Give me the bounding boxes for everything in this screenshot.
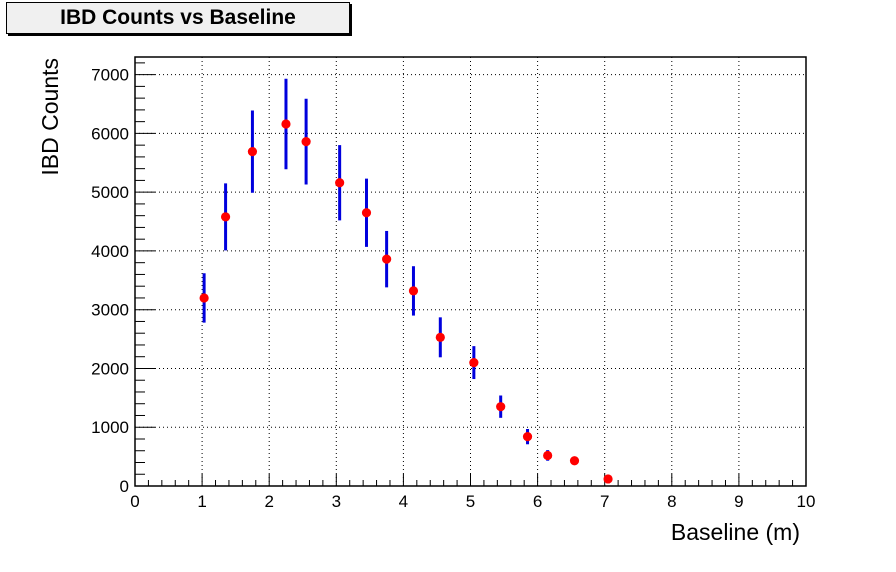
x-tick-label: 0 — [130, 492, 139, 511]
data-point — [408, 286, 419, 296]
x-tick-label: 7 — [600, 492, 609, 511]
y-axis-title: IBD Counts — [37, 58, 63, 176]
x-tick-label: 1 — [197, 492, 206, 511]
data-point — [569, 456, 580, 466]
y-tick-label: 3000 — [91, 301, 129, 320]
y-tick-label: 2000 — [91, 359, 129, 378]
ticks-layer: 0 1 2 3 4 5 6 7 8 9 10 0 1000 2000 3000 4000 5000 6000 700… — [91, 62, 816, 511]
data-point — [335, 178, 345, 188]
x-tick-label: 10 — [797, 492, 816, 511]
x-axis-title: Baseline (m) — [671, 519, 800, 545]
data-point — [361, 208, 372, 218]
y-tick-label: 4000 — [91, 242, 129, 261]
y-tick-label: 1000 — [91, 418, 129, 437]
x-tick-label: 3 — [332, 492, 341, 511]
data-point — [247, 147, 258, 157]
x-tick-label: 8 — [667, 492, 676, 511]
x-tick-label: 6 — [533, 492, 542, 511]
data-point — [281, 119, 291, 129]
data-layer — [199, 78, 613, 484]
x-tick-label: 2 — [264, 492, 273, 511]
data-point — [382, 254, 392, 264]
grid-layer — [135, 57, 806, 486]
x-tick-label: 9 — [734, 492, 743, 511]
data-point — [469, 357, 479, 368]
data-point — [220, 212, 231, 222]
data-point — [199, 293, 209, 303]
chart-title-box: IBD Counts vs Baseline — [6, 2, 350, 34]
data-point — [301, 137, 311, 147]
y-tick-label: 7000 — [91, 66, 129, 85]
data-point — [522, 432, 533, 442]
x-tick-label: 5 — [466, 492, 475, 511]
data-point — [543, 450, 553, 461]
y-tick-label: 0 — [120, 477, 129, 496]
data-point — [496, 402, 506, 412]
chart-title: IBD Counts vs Baseline — [60, 6, 296, 29]
data-point — [435, 332, 445, 342]
y-tick-label: 5000 — [91, 183, 129, 202]
x-tick-label: 4 — [399, 492, 408, 511]
data-point — [603, 474, 613, 484]
y-tick-label: 6000 — [91, 124, 129, 143]
